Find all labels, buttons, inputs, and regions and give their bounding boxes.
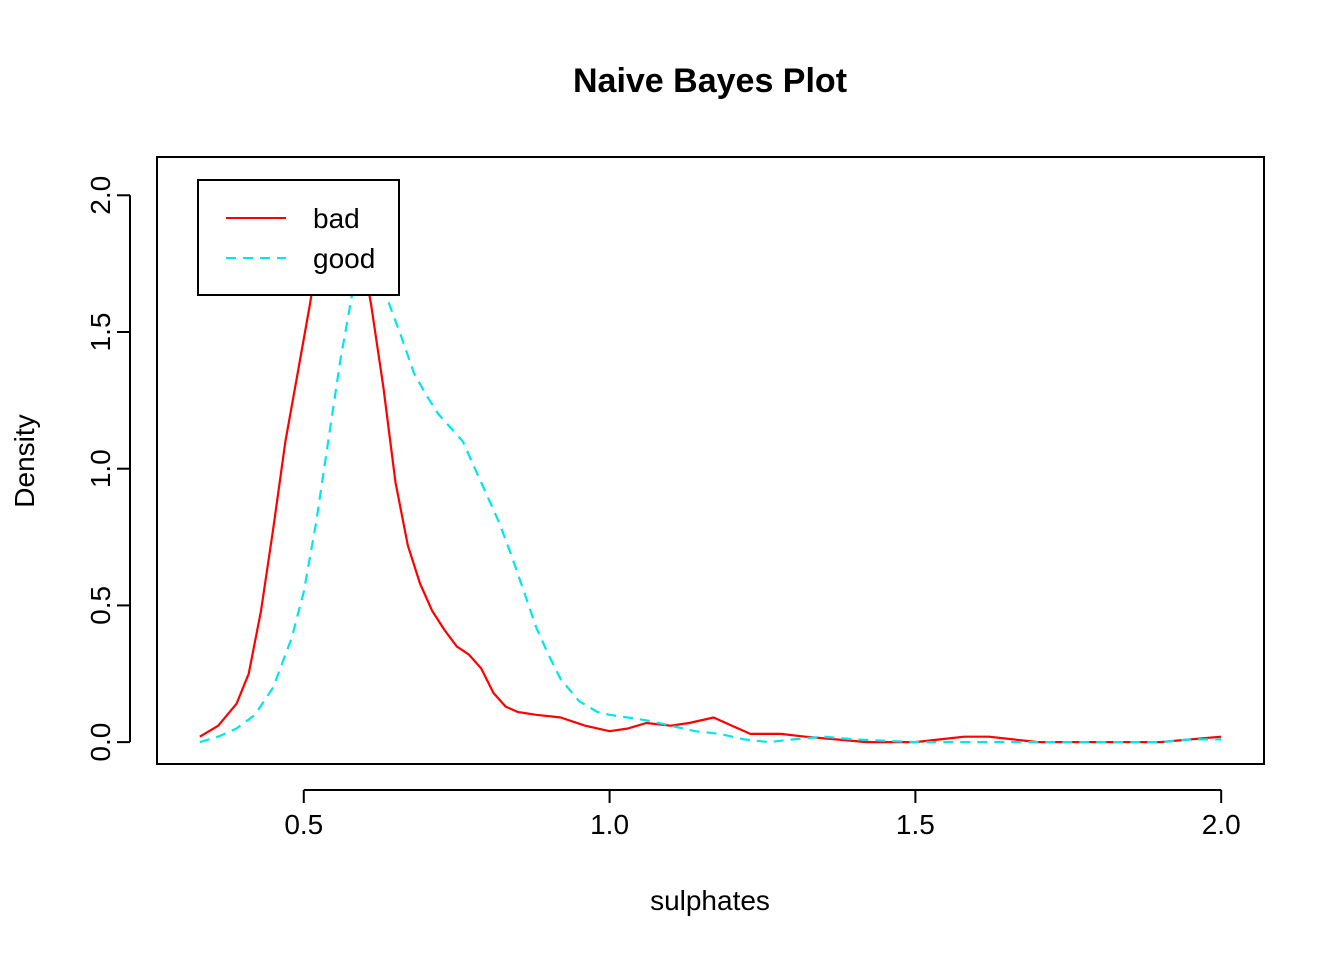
series-line-good — [199, 243, 1222, 744]
chart-title: Naive Bayes Plot — [573, 62, 847, 100]
y-axis-label: Density — [9, 414, 40, 507]
legend-box — [197, 179, 400, 296]
legend: bad good — [197, 179, 400, 296]
y-tick-label: 2.0 — [85, 176, 116, 215]
y-tick-label: 1.0 — [85, 449, 116, 488]
legend-label-good: good — [313, 243, 375, 274]
x-axis: 0.5 1.0 1.5 2.0 — [284, 789, 1241, 840]
y-tick-label: 0.5 — [85, 586, 116, 625]
y-tick-label: 1.5 — [85, 313, 116, 352]
y-tick-label: 0.0 — [85, 723, 116, 762]
x-axis-label: sulphates — [650, 885, 770, 916]
x-tick-label: 0.5 — [284, 809, 323, 840]
y-axis: 0.0 0.5 1.0 1.5 2.0 — [85, 176, 131, 762]
legend-label-bad: bad — [313, 203, 360, 234]
x-tick-label: 2.0 — [1202, 809, 1241, 840]
plot-frame — [156, 156, 1265, 765]
x-tick-label: 1.0 — [590, 809, 629, 840]
x-tick-label: 1.5 — [896, 809, 935, 840]
